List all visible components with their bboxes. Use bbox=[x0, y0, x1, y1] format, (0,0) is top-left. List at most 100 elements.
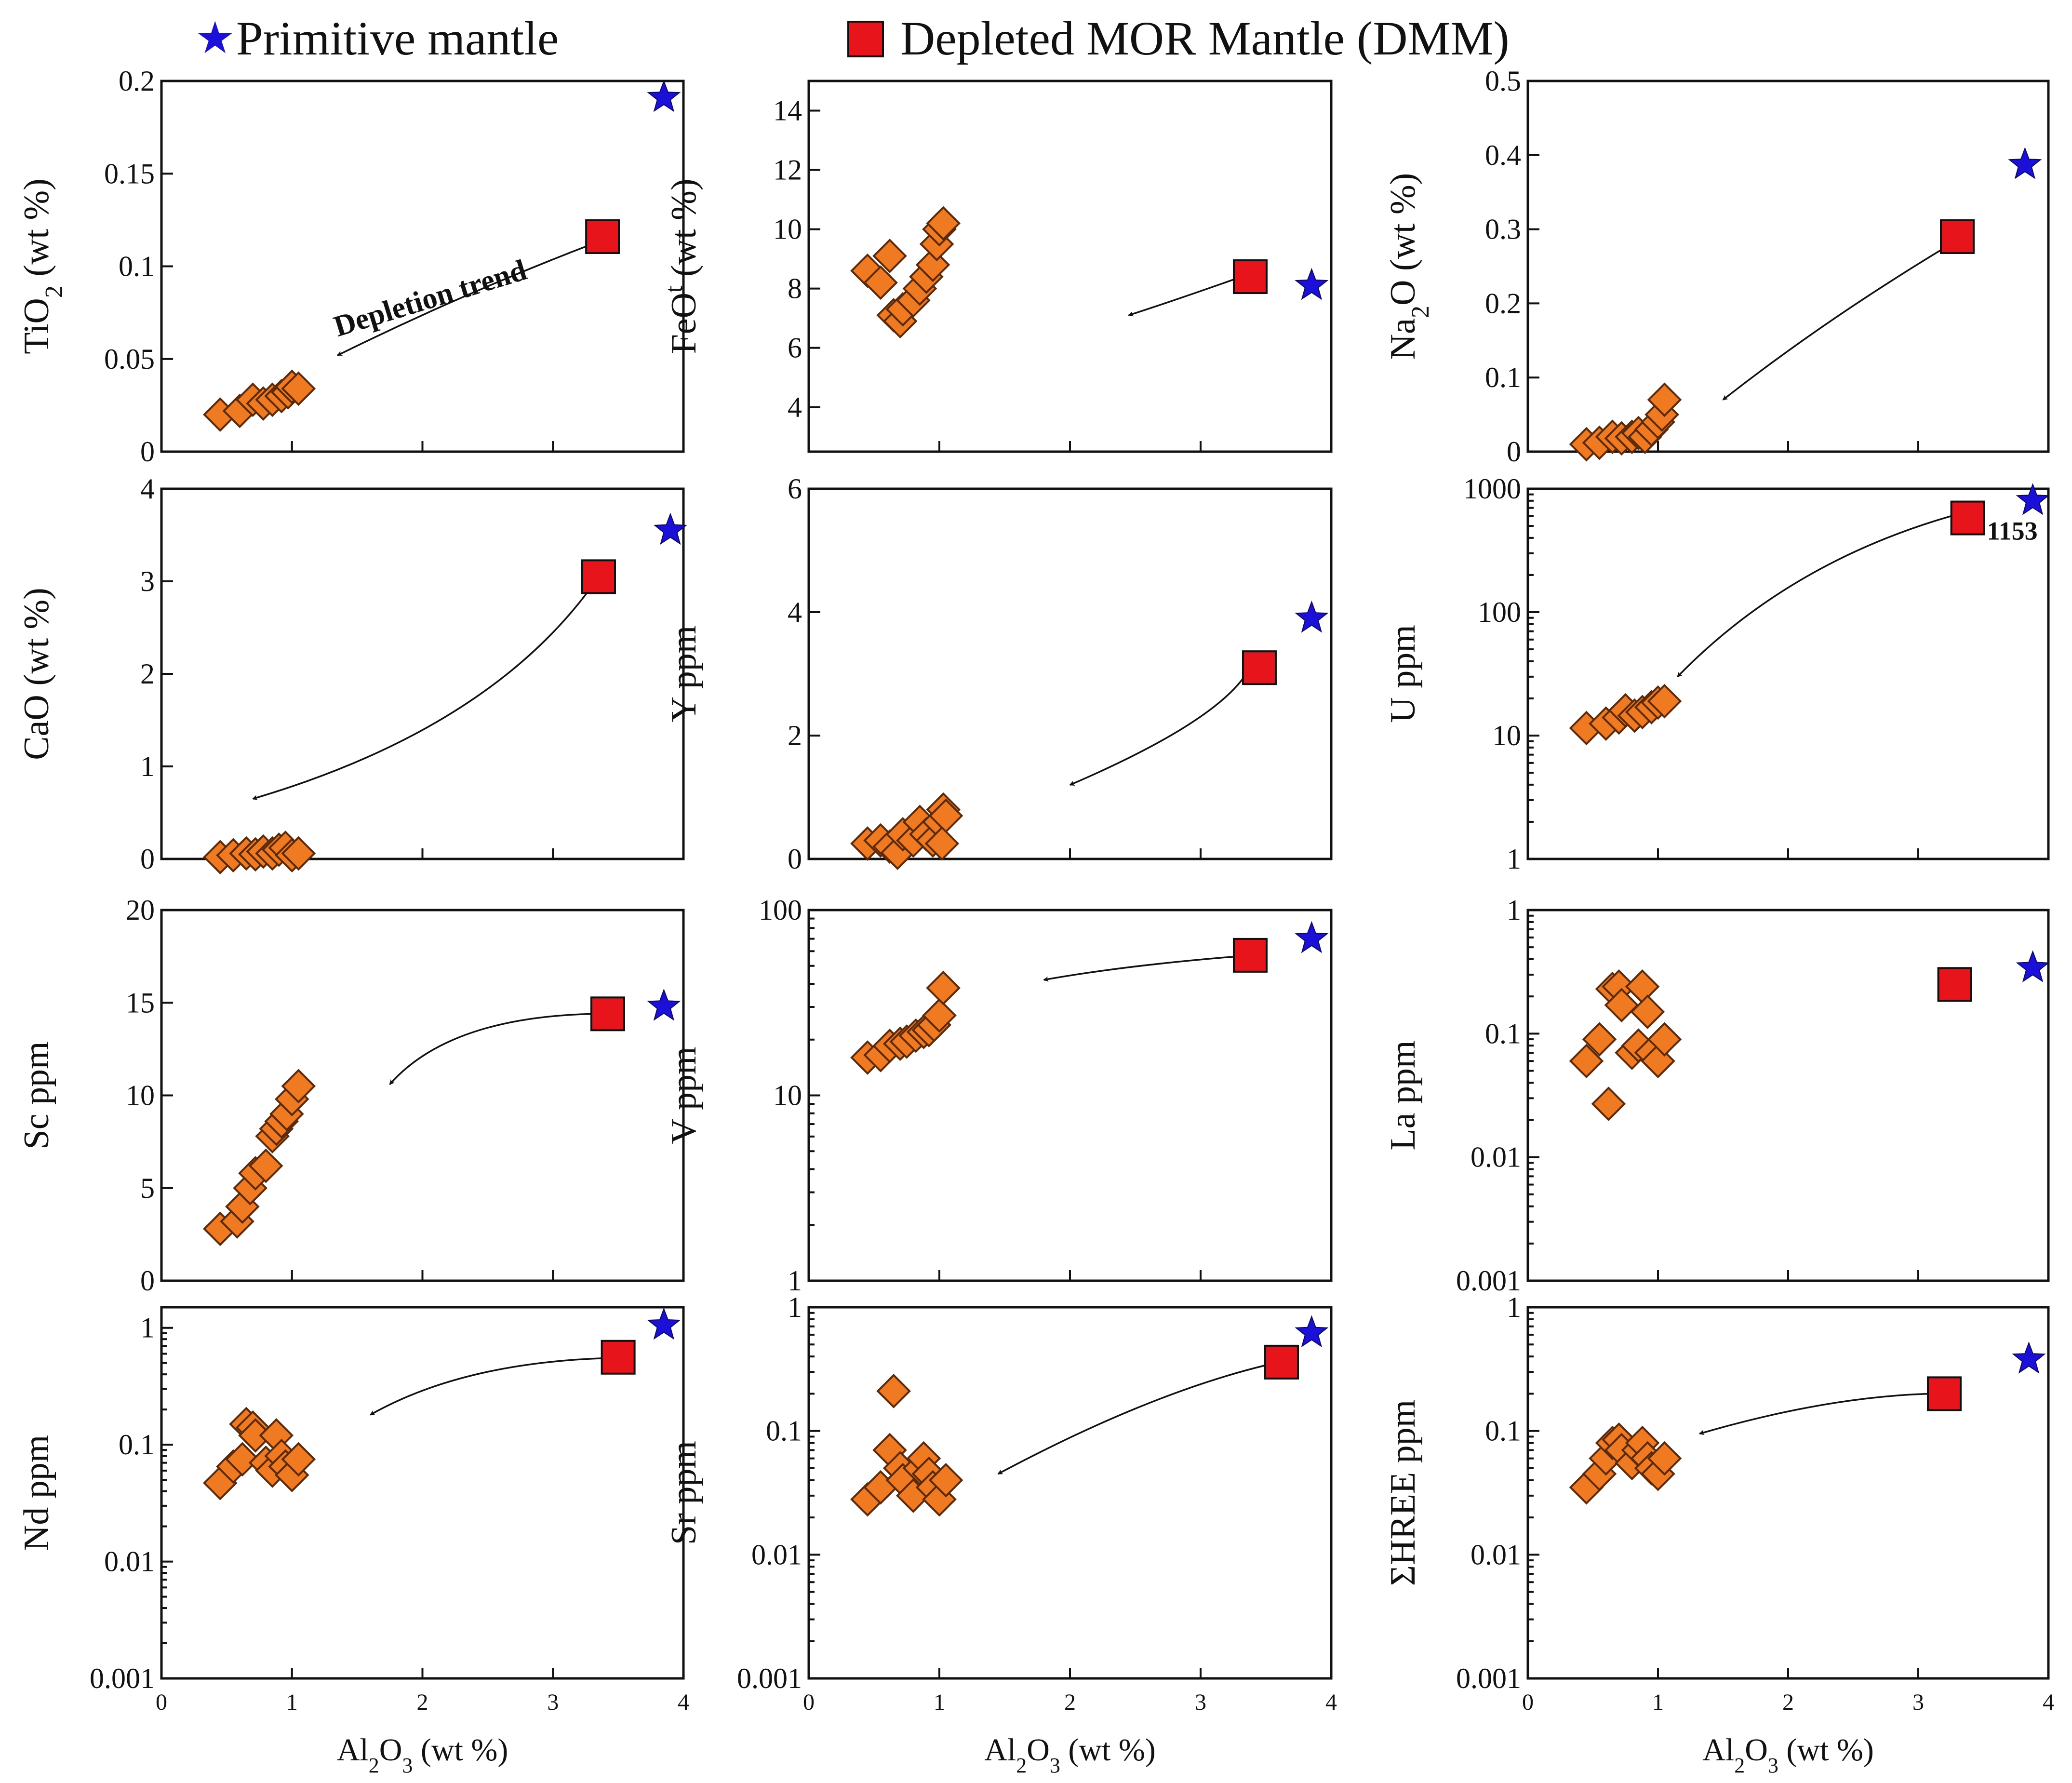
sample-point bbox=[928, 1462, 963, 1498]
x-tick-label: 3 bbox=[1912, 1689, 1924, 1715]
x-tick-label: 1 bbox=[934, 1689, 945, 1715]
y-tick-label: 2 bbox=[788, 720, 802, 751]
primitive-mantle-point bbox=[2016, 950, 2050, 982]
y-tick-label: 2 bbox=[140, 658, 155, 690]
primitive-mantle-point bbox=[1295, 921, 1329, 953]
panel-la: 0.001 0.01 0.1 1 La ppm bbox=[1383, 894, 2050, 1297]
depletion-arrow bbox=[1677, 515, 1951, 678]
y-axis-label: La ppm bbox=[1383, 1040, 1423, 1150]
depletion-arrow bbox=[997, 1364, 1266, 1475]
y-tick-label: 0.1 bbox=[1485, 1018, 1521, 1049]
y-tick-label: 5 bbox=[140, 1172, 155, 1204]
panel-y: 0 2 4 6 Y ppm bbox=[664, 473, 1333, 875]
y-tick-label: 10 bbox=[773, 1080, 802, 1112]
primitive-mantle-point bbox=[2008, 147, 2042, 179]
x-tick-label: 3 bbox=[547, 1689, 559, 1715]
panel-sr: 0.001 0.01 0.1 1 0 1 2 3 4 Al2O3 (wt %) Sr ppm bbox=[664, 1291, 1337, 1777]
y-axis-label: TiO2 (wt %) bbox=[17, 178, 68, 354]
y-axis-label: Na2O (wt %) bbox=[1383, 173, 1434, 360]
y-tick-label: 1 bbox=[140, 751, 155, 782]
sample-point bbox=[872, 239, 907, 273]
dmm-point bbox=[1264, 1344, 1299, 1380]
y-tick-label: 0.4 bbox=[1485, 139, 1521, 171]
y-tick-label: 1000 bbox=[1463, 473, 1521, 505]
y-tick-label: 0.15 bbox=[104, 158, 155, 189]
primitive-mantle-point bbox=[1295, 268, 1329, 300]
y-tick-label: 10 bbox=[773, 214, 802, 245]
y-tick-label: 0.2 bbox=[119, 65, 155, 97]
panel-u: 1 10 100 1000 U ppm 1153 bbox=[1383, 473, 2050, 875]
x-tick-label: 4 bbox=[678, 1689, 689, 1715]
y-tick-label: 0 bbox=[1507, 436, 1521, 468]
x-tick-label: 0 bbox=[1522, 1689, 1534, 1715]
x-tick-label: 2 bbox=[417, 1689, 428, 1715]
y-tick-label: 3 bbox=[140, 565, 155, 597]
sample-point bbox=[281, 1442, 316, 1477]
y-tick-label: 1 bbox=[1507, 894, 1521, 926]
sample-point bbox=[1582, 1022, 1617, 1057]
sample-point bbox=[1647, 1441, 1682, 1476]
y-tick-label: 0.1 bbox=[119, 251, 155, 282]
x-tick-label: 4 bbox=[2043, 1689, 2054, 1715]
sample-point bbox=[924, 826, 960, 861]
y-tick-label: 10 bbox=[126, 1080, 155, 1112]
y-axis-label: Nd ppm bbox=[17, 1435, 56, 1551]
y-axis-label: U ppm bbox=[1383, 625, 1423, 723]
depletion-arrow bbox=[389, 1013, 592, 1085]
y-tick-label: 14 bbox=[773, 95, 802, 127]
sample-point bbox=[926, 206, 961, 241]
y-tick-label: 1 bbox=[1507, 1291, 1521, 1323]
dmm-point bbox=[581, 559, 616, 594]
primitive-mantle-point bbox=[2012, 1341, 2046, 1374]
y-axis-label: Y ppm bbox=[664, 626, 704, 723]
u-annotation-label: 1153 bbox=[1987, 517, 2038, 546]
y-tick-label: 0 bbox=[140, 436, 155, 468]
panel-v: 1 10 100 V ppm bbox=[664, 894, 1333, 1297]
panel-hree: 0.001 0.01 0.1 1 0 1 2 3 4 Al2O3 (wt %) ΣHREE ppm bbox=[1383, 1291, 2054, 1777]
y-tick-label: 8 bbox=[788, 273, 802, 305]
y-tick-label: 0 bbox=[140, 1265, 155, 1297]
dmm-point bbox=[1937, 967, 1972, 1002]
y-tick-label: 0.001 bbox=[1456, 1662, 1521, 1694]
panel-nd: 0.001 0.01 0.1 1 0 1 2 3 4 Al2O3 (wt %) Nd ppm bbox=[17, 1306, 689, 1777]
dmm-point bbox=[1242, 650, 1277, 685]
legend: ★ Primitive mantle Depleted MOR Mantle (… bbox=[195, 12, 1510, 65]
dmm-point bbox=[590, 996, 625, 1032]
depletion-arrow bbox=[1069, 673, 1247, 786]
dmm-legend-label: Depleted MOR Mantle (DMM) bbox=[900, 12, 1510, 65]
sample-point bbox=[1647, 382, 1682, 417]
sample-point bbox=[1630, 994, 1665, 1030]
primitive-mantle-point bbox=[1295, 1315, 1329, 1348]
sample-point bbox=[225, 1442, 260, 1477]
sample-point bbox=[281, 1069, 316, 1104]
y-tick-label: 100 bbox=[1478, 596, 1521, 628]
primitive-mantle-point bbox=[2016, 483, 2050, 515]
sample-point bbox=[281, 371, 316, 406]
y-tick-label: 0.001 bbox=[737, 1662, 802, 1694]
depletion-arrow bbox=[1043, 956, 1233, 982]
sample-point bbox=[926, 970, 961, 1005]
y-axis-label: FeOt (wt %) bbox=[660, 179, 704, 354]
sample-point bbox=[1641, 1044, 1675, 1079]
y-tick-label: 0.001 bbox=[90, 1662, 155, 1694]
primitive-mantle-point bbox=[647, 1307, 681, 1340]
y-tick-label: 6 bbox=[788, 473, 802, 505]
y-tick-label: 0.001 bbox=[1456, 1265, 1521, 1297]
y-axis-label: Sc ppm bbox=[17, 1041, 56, 1149]
sample-point bbox=[922, 998, 957, 1033]
y-axis-label: ΣHREE ppm bbox=[1383, 1400, 1423, 1586]
primitive-legend-label: Primitive mantle bbox=[236, 12, 559, 65]
primitive-mantle-point bbox=[653, 512, 688, 545]
panel-frame bbox=[160, 487, 685, 860]
sample-point bbox=[876, 1374, 911, 1408]
dmm-point bbox=[1940, 219, 1975, 254]
dmm-point bbox=[585, 219, 620, 254]
dmm-point bbox=[601, 1340, 636, 1375]
sample-point bbox=[1569, 1044, 1604, 1079]
y-tick-label: 100 bbox=[759, 894, 802, 926]
dmm-legend-icon bbox=[847, 21, 884, 57]
sample-point bbox=[863, 265, 898, 300]
x-tick-label: 3 bbox=[1195, 1689, 1206, 1715]
primitive-legend-icon: ★ bbox=[195, 13, 235, 63]
